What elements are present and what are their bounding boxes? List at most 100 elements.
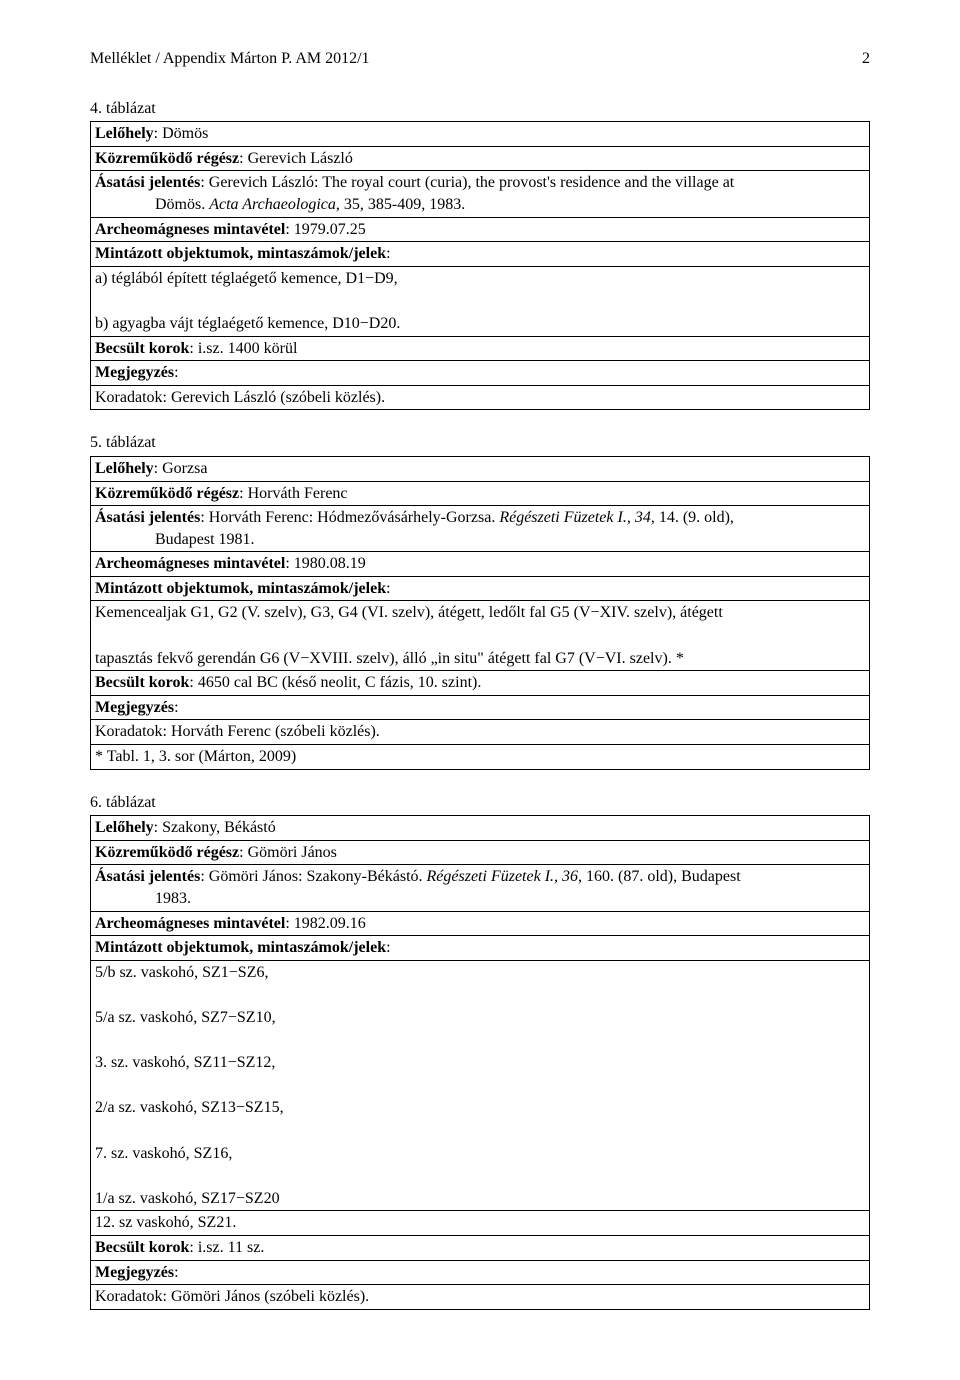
- table-row: Archeomágneses mintavétel: 1980.08.19: [91, 552, 870, 577]
- row-label: Megjegyzés: [95, 364, 174, 381]
- page-header: Melléklet / Appendix Márton P. AM 2012/1…: [90, 48, 870, 70]
- table-row: Koradatok: Gerevich László (szóbeli közl…: [91, 385, 870, 410]
- table-row: Megjegyzés:: [91, 1260, 870, 1285]
- table-block: 5. táblázatLelőhely: GorzsaKözreműködő r…: [90, 432, 870, 769]
- row-label: Archeomágneses mintavétel: [95, 555, 285, 572]
- table-row: Koradatok: Gömöri János (szóbeli közlés)…: [91, 1285, 870, 1310]
- row-value: : 1982.09.16: [285, 915, 365, 932]
- row-value: :: [386, 580, 390, 597]
- table-cell: Mintázott objektumok, mintaszámok/jelek:: [91, 936, 870, 961]
- row-value: : Gömöri János: [239, 844, 337, 861]
- table-row: Lelőhely: Gorzsa: [91, 456, 870, 481]
- table-row: 1/a sz. vaskohó, SZ17−SZ20: [91, 1187, 870, 1211]
- spacer-cell: [91, 1165, 870, 1187]
- row-value: : 4650 cal BC (késő neolit, C fázis, 10.…: [189, 674, 481, 691]
- table-cell: Közreműködő régész: Horváth Ferenc: [91, 481, 870, 506]
- row-value: :: [174, 699, 178, 716]
- spacer-row: [91, 625, 870, 647]
- table-cell: Ásatási jelentés: Horváth Ferenc: Hódmez…: [91, 506, 870, 552]
- row-value: :: [174, 364, 178, 381]
- row-plain: Koradatok: Gerevich László (szóbeli közl…: [91, 385, 870, 410]
- table-cell: Becsült korok: 4650 cal BC (késő neolit,…: [91, 671, 870, 696]
- row-label: Ásatási jelentés: [95, 868, 200, 885]
- table-row: Közreműködő régész: Gömöri János: [91, 840, 870, 865]
- row-plain: Koradatok: Horváth Ferenc (szóbeli közlé…: [91, 720, 870, 745]
- data-table: Lelőhely: DömösKözreműködő régész: Gerev…: [90, 121, 870, 410]
- row-value: : 1979.07.25: [285, 221, 365, 238]
- spacer-cell: [91, 625, 870, 647]
- table-row: 12. sz vaskohó, SZ21.: [91, 1211, 870, 1236]
- data-table: Lelőhely: Szakony, BékástóKözreműködő ré…: [90, 815, 870, 1309]
- row-plain: b) agyagba vájt téglaégető kemence, D10−…: [91, 312, 870, 336]
- table-cell: Becsült korok: i.sz. 11 sz.: [91, 1235, 870, 1260]
- table-row: 7. sz. vaskohó, SZ16,: [91, 1142, 870, 1166]
- row-plain: 5/a sz. vaskohó, SZ7−SZ10,: [91, 1006, 870, 1030]
- spacer-row: [91, 1165, 870, 1187]
- table-row: Kemencealjak G1, G2 (V. szelv), G3, G4 (…: [91, 601, 870, 625]
- table-cell: Archeomágneses mintavétel: 1979.07.25: [91, 217, 870, 242]
- table-block: 4. táblázatLelőhely: DömösKözreműködő ré…: [90, 98, 870, 411]
- table-row: 3. sz. vaskohó, SZ11−SZ12,: [91, 1051, 870, 1075]
- table-row: Becsült korok: i.sz. 11 sz.: [91, 1235, 870, 1260]
- spacer-cell: [91, 1120, 870, 1142]
- table-row: 5/b sz. vaskohó, SZ1−SZ6,: [91, 960, 870, 984]
- row-label: Közreműködő régész: [95, 844, 239, 861]
- table-row: Ásatási jelentés: Horváth Ferenc: Hódmez…: [91, 506, 870, 552]
- table-cell: Közreműködő régész: Gerevich László: [91, 146, 870, 171]
- row-label: Megjegyzés: [95, 699, 174, 716]
- spacer-row: [91, 984, 870, 1006]
- table-row: Közreműködő régész: Horváth Ferenc: [91, 481, 870, 506]
- table-cell: Megjegyzés:: [91, 361, 870, 386]
- table-title: 5. táblázat: [90, 432, 870, 454]
- table-cell: Megjegyzés:: [91, 1260, 870, 1285]
- row-label: Megjegyzés: [95, 1264, 174, 1281]
- row-value: : Gerevich László: [239, 150, 353, 167]
- row-label: Archeomágneses mintavétel: [95, 915, 285, 932]
- row-plain: Kemencealjak G1, G2 (V. szelv), G3, G4 (…: [91, 601, 870, 625]
- header-page-number: 2: [862, 48, 870, 70]
- table-row: Lelőhely: Szakony, Békástó: [91, 816, 870, 841]
- spacer-cell: [91, 1075, 870, 1097]
- row-value: : Gorzsa: [154, 460, 208, 477]
- row-plain: 5/b sz. vaskohó, SZ1−SZ6,: [91, 960, 870, 984]
- spacer-row: [91, 1075, 870, 1097]
- row-label: Mintázott objektumok, mintaszámok/jelek: [95, 939, 386, 956]
- table-row: Archeomágneses mintavétel: 1979.07.25: [91, 217, 870, 242]
- table-row: Ásatási jelentés: Gömöri János: Szakony-…: [91, 865, 870, 911]
- row-label: Lelőhely: [95, 460, 154, 477]
- row-plain: a) téglából épített téglaégető kemence, …: [91, 266, 870, 290]
- table-cell: Lelőhely: Dömös: [91, 122, 870, 147]
- row-label: Közreműködő régész: [95, 150, 239, 167]
- data-table: Lelőhely: GorzsaKözreműködő régész: Horv…: [90, 456, 870, 770]
- row-plain: 3. sz. vaskohó, SZ11−SZ12,: [91, 1051, 870, 1075]
- row-value: : i.sz. 1400 körül: [189, 340, 297, 357]
- row-plain: 7. sz. vaskohó, SZ16,: [91, 1142, 870, 1166]
- spacer-row: [91, 1030, 870, 1052]
- row-plain: 1/a sz. vaskohó, SZ17−SZ20: [91, 1187, 870, 1211]
- table-cell: Ásatási jelentés: Gerevich László: The r…: [91, 171, 870, 217]
- table-row: 2/a sz. vaskohó, SZ13−SZ15,: [91, 1096, 870, 1120]
- table-row: tapasztás fekvő gerendán G6 (V−XVIII. sz…: [91, 647, 870, 671]
- row-plain: tapasztás fekvő gerendán G6 (V−XVIII. sz…: [91, 647, 870, 671]
- row-label: Közreműködő régész: [95, 485, 239, 502]
- row-plain: 12. sz vaskohó, SZ21.: [91, 1211, 870, 1236]
- table-row: Lelőhely: Dömös: [91, 122, 870, 147]
- row-label: Archeomágneses mintavétel: [95, 221, 285, 238]
- table-cell: Ásatási jelentés: Gömöri János: Szakony-…: [91, 865, 870, 911]
- row-label: Becsült korok: [95, 1239, 189, 1256]
- table-block: 6. táblázatLelőhely: Szakony, BékástóKöz…: [90, 792, 870, 1310]
- row-plain: Koradatok: Gömöri János (szóbeli közlés)…: [91, 1285, 870, 1310]
- row-plain: * Tabl. 1, 3. sor (Márton, 2009): [91, 745, 870, 770]
- table-row: Becsült korok: 4650 cal BC (késő neolit,…: [91, 671, 870, 696]
- row-label: Ásatási jelentés: [95, 509, 200, 526]
- table-row: Mintázott objektumok, mintaszámok/jelek:: [91, 576, 870, 601]
- row-label: Mintázott objektumok, mintaszámok/jelek: [95, 580, 386, 597]
- row-label: Lelőhely: [95, 125, 154, 142]
- table-row: Becsült korok: i.sz. 1400 körül: [91, 336, 870, 361]
- table-row: Ásatási jelentés: Gerevich László: The r…: [91, 171, 870, 217]
- row-label: Becsült korok: [95, 674, 189, 691]
- row-label: Ásatási jelentés: [95, 174, 200, 191]
- row-label: Lelőhely: [95, 819, 154, 836]
- table-row: Archeomágneses mintavétel: 1982.09.16: [91, 911, 870, 936]
- row-value: : Dömös: [154, 125, 209, 142]
